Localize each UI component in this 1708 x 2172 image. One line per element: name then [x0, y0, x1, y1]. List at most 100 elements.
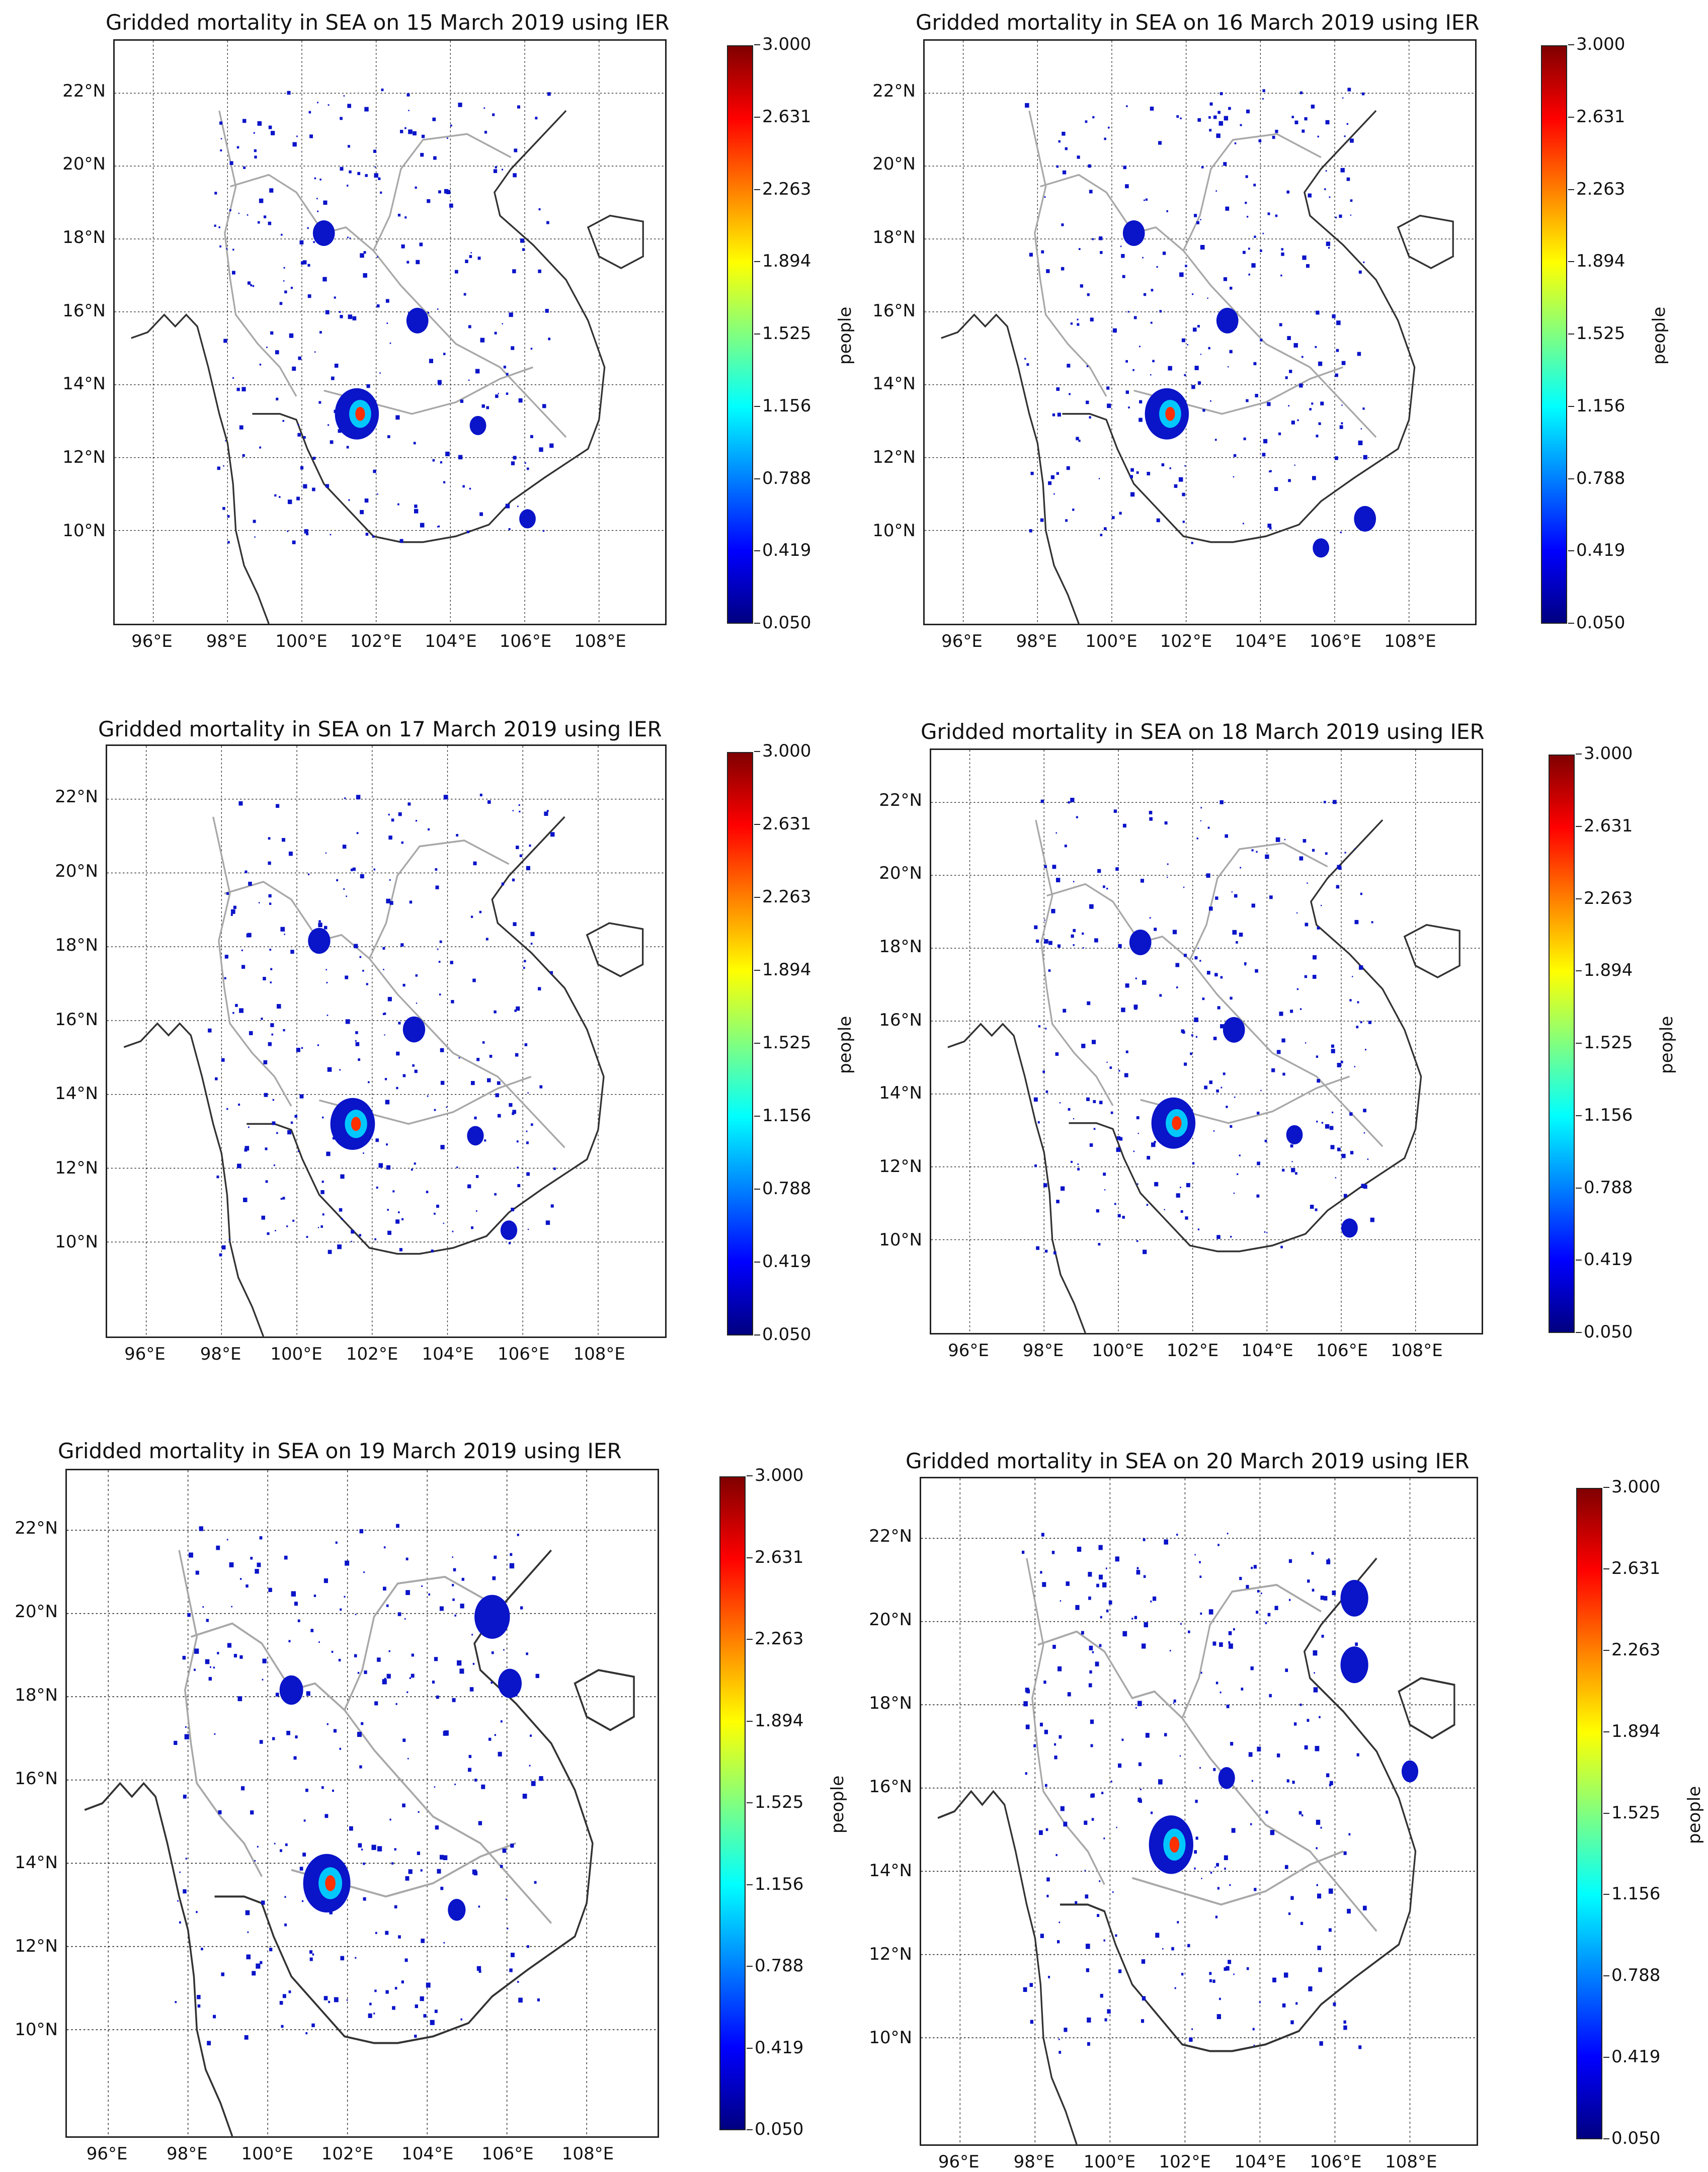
latitude-label: 22°N: [869, 1526, 912, 1546]
mortality-dot: [1166, 210, 1168, 212]
mortality-dot: [1262, 98, 1264, 100]
mortality-dot: [447, 137, 448, 139]
colorbar-tick-label: 3.000: [754, 34, 811, 54]
mortality-dot: [537, 1998, 540, 2001]
mortality-dot: [330, 440, 334, 444]
latitude-label: 18°N: [55, 935, 98, 956]
mortality-dot: [1329, 196, 1331, 198]
mortality-dot: [1323, 1596, 1328, 1601]
mortality-dot: [1228, 1631, 1232, 1635]
mortality-dot: [1038, 1830, 1043, 1835]
mortality-dot: [1304, 1745, 1308, 1750]
mortality-dot: [1104, 1189, 1106, 1191]
mortality-dot: [510, 1953, 515, 1957]
mortality-dot: [1363, 455, 1367, 460]
panel-title: Gridded mortality in SEA on 15 March 201…: [106, 10, 670, 35]
latitude-label: 10°N: [62, 520, 106, 541]
mortality-dot: [1370, 1217, 1374, 1222]
mortality-dot: [401, 1218, 404, 1221]
mortality-dot: [1248, 247, 1250, 250]
mortality-dot: [210, 1666, 211, 1668]
longitude-label: 100°E: [1083, 2152, 1136, 2172]
mortality-dot: [443, 1855, 448, 1861]
mortality-dot: [486, 406, 490, 409]
mortality-dot: [276, 1004, 281, 1009]
mortality-dot: [344, 1596, 346, 1598]
mortality-dot: [414, 509, 419, 514]
mortality-dot: [1104, 2018, 1107, 2022]
mortality-dot: [1111, 516, 1115, 520]
mortality-dot: [320, 1190, 324, 1194]
mortality-dot: [1290, 1010, 1293, 1013]
mortality-dot: [505, 1898, 507, 1900]
longitude-label: 104°E: [425, 631, 477, 651]
mortality-dot: [241, 949, 243, 951]
colorbar-tick-label: 2.263: [1603, 1639, 1661, 1660]
mortality-dot: [546, 810, 549, 812]
mortality-dot: [1141, 2019, 1145, 2023]
mortality-dot: [526, 467, 529, 470]
mortality-dot: [524, 462, 526, 464]
mortality-dot: [1262, 232, 1264, 234]
mortality-dot: [1076, 816, 1078, 818]
mortality-dot: [275, 1693, 279, 1697]
mortality-dot: [1288, 1599, 1291, 1601]
mortality-dot: [1110, 1780, 1112, 1783]
mortality-dot: [1124, 1073, 1128, 1077]
colorbar-tick-label: 1.894: [754, 960, 811, 980]
mortality-dot: [1070, 798, 1075, 802]
mortality-dot: [217, 466, 220, 470]
mortality-dot: [319, 331, 322, 334]
mortality-dot: [492, 1576, 496, 1580]
mortality-dot: [223, 339, 227, 343]
mortality-dot: [414, 1069, 418, 1073]
mortality-dot: [262, 1679, 264, 1681]
mortality-dot: [1154, 1182, 1159, 1187]
latitude-label: 22°N: [55, 787, 98, 807]
mortality-dot: [1343, 2020, 1346, 2024]
mortality-dot: [527, 1945, 529, 1948]
mortality-dot: [1281, 252, 1284, 256]
mortality-dot: [470, 252, 472, 254]
mortality-dot: [1156, 518, 1160, 523]
mortality-dot: [452, 1698, 456, 1702]
mortality-dot: [289, 333, 294, 338]
mortality-dot: [1207, 297, 1208, 299]
mortality-dot: [1295, 1172, 1297, 1175]
mortality-dot: [225, 440, 226, 442]
mortality-dot: [434, 1657, 438, 1661]
mortality-dot: [1087, 293, 1090, 296]
mortality-dot: [362, 970, 364, 972]
mortality-dot: [1100, 1993, 1103, 1998]
mortality-dot: [1122, 1631, 1127, 1637]
mortality-dot: [1184, 954, 1187, 957]
mortality-dot: [1256, 1611, 1259, 1614]
mortality-dot: [1064, 845, 1067, 848]
mortality-dot: [232, 271, 235, 275]
mortality-dot: [374, 1238, 376, 1240]
mortality-dot: [301, 1900, 304, 1902]
coastline: [1403, 924, 1460, 978]
mortality-dot: [184, 1734, 189, 1739]
mortality-dot: [309, 1950, 313, 1954]
mortality-dot: [352, 867, 356, 871]
mortality-dot: [1159, 994, 1162, 997]
mortality-dot: [1254, 235, 1256, 238]
mortality-dot: [1254, 1888, 1257, 1891]
mortality-dot: [415, 2004, 418, 2009]
mortality-dot: [519, 854, 522, 857]
mortality-cluster: [467, 1126, 484, 1146]
mortality-dot: [432, 459, 435, 462]
mortality-dot: [346, 446, 349, 449]
mortality-dot: [1278, 432, 1281, 436]
mortality-dot: [1317, 1079, 1321, 1083]
mortality-dot: [1088, 1596, 1091, 1600]
mortality-dot: [1265, 1622, 1267, 1624]
map-area: [106, 744, 667, 1338]
mortality-dot: [1298, 1811, 1302, 1815]
mortality-dot: [354, 944, 358, 949]
colorbar-tick-label: 1.156: [754, 1106, 811, 1126]
mortality-dot: [285, 1843, 288, 1847]
mortality-dot: [1221, 1087, 1223, 1089]
mortality-dot: [349, 1826, 353, 1831]
